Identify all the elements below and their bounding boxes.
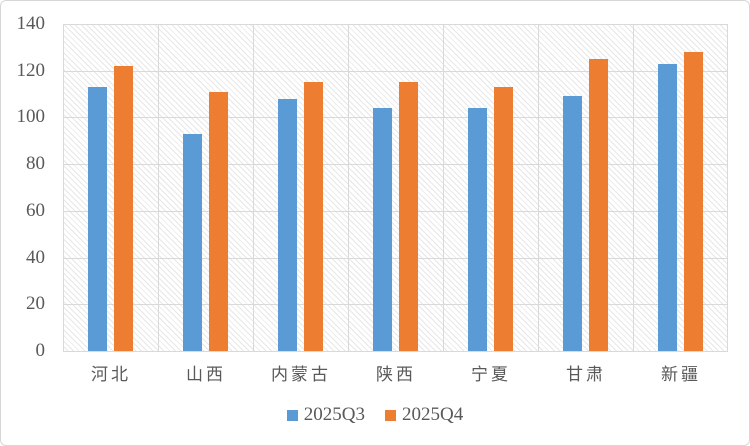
- bar-2025Q4-山西: [209, 92, 228, 351]
- y-tick-label: 120: [16, 60, 46, 81]
- bar-2025Q3-甘肃: [563, 96, 582, 351]
- x-category-label: 甘肃: [566, 365, 606, 384]
- x-category-label: 内蒙古: [271, 365, 331, 384]
- bar-2025Q3-内蒙古: [278, 99, 297, 351]
- gridline-vertical: [727, 24, 728, 351]
- y-tick-label: 40: [26, 247, 45, 268]
- gridline-horizontal: [63, 258, 728, 259]
- plot-area: [63, 24, 728, 352]
- bar-2025Q4-河北: [114, 66, 133, 351]
- gridline-vertical: [158, 24, 159, 351]
- y-tick-label: 140: [16, 13, 46, 34]
- gridline-horizontal: [63, 71, 728, 72]
- gridline-vertical: [63, 24, 64, 351]
- legend-item-2025Q4: 2025Q4: [385, 404, 463, 426]
- y-tick-label: 80: [26, 153, 45, 174]
- y-tick-label: 100: [16, 106, 46, 127]
- legend-swatch-icon: [286, 409, 298, 421]
- gridline-horizontal: [63, 211, 728, 212]
- bar-2025Q3-河北: [88, 87, 107, 351]
- x-category-label: 河北: [91, 365, 131, 384]
- x-category-label: 陕西: [376, 365, 416, 384]
- gridline-horizontal: [63, 304, 728, 305]
- legend-label: 2025Q4: [402, 404, 464, 425]
- gridline-vertical: [538, 24, 539, 351]
- gridline-horizontal: [63, 164, 728, 165]
- bar-2025Q3-新疆: [658, 64, 677, 351]
- legend-item-2025Q3: 2025Q3: [286, 404, 365, 426]
- bar-2025Q4-陕西: [399, 82, 418, 351]
- gridline-horizontal: [63, 24, 728, 25]
- y-tick-label: 60: [26, 200, 45, 221]
- gridline-horizontal: [63, 351, 728, 352]
- gridline-vertical: [443, 24, 444, 351]
- x-category-label: 新疆: [661, 365, 701, 384]
- x-category-label: 宁夏: [471, 365, 511, 384]
- y-tick-label: 0: [35, 340, 46, 361]
- x-category-label: 山西: [186, 365, 226, 384]
- bar-2025Q4-内蒙古: [304, 82, 323, 351]
- gridline-horizontal: [63, 117, 728, 118]
- legend-swatch-icon: [385, 409, 396, 421]
- legend: 2025Q3 2025Q4: [1, 404, 749, 426]
- bar-2025Q3-陕西: [373, 108, 392, 351]
- bar-2025Q3-山西: [183, 134, 202, 351]
- bar-2025Q3-宁夏: [468, 108, 487, 351]
- bar-2025Q4-宁夏: [494, 87, 513, 351]
- y-tick-label: 20: [26, 293, 45, 314]
- gridline-vertical: [633, 24, 634, 351]
- bar-2025Q4-新疆: [684, 52, 703, 351]
- gridline-vertical: [348, 24, 349, 351]
- gridline-vertical: [253, 24, 254, 351]
- bar-2025Q4-甘肃: [589, 59, 608, 351]
- legend-label: 2025Q3: [303, 404, 365, 425]
